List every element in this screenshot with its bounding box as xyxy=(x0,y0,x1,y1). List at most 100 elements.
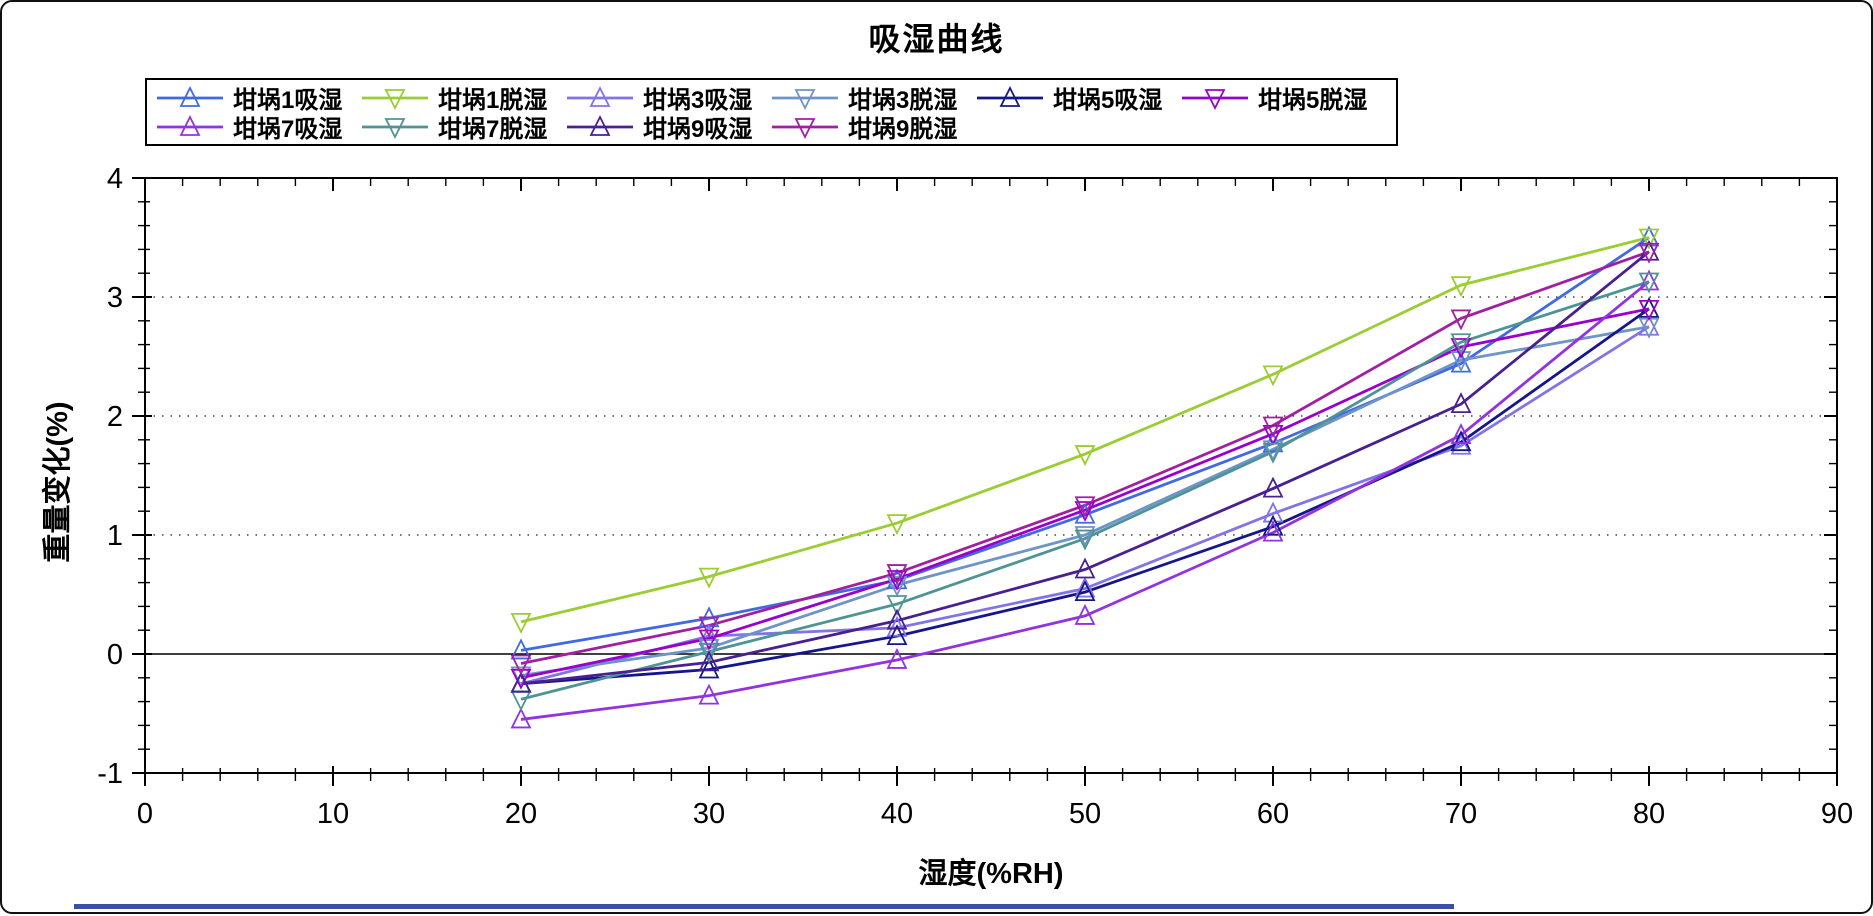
series-marker-crucible-9-desorb xyxy=(886,564,908,586)
series-marker-crucible-1-absorb xyxy=(1262,431,1284,453)
legend: 坩埚1吸湿 坩埚1脱湿 坩埚3吸湿 坩埚3脱湿 坩埚5吸湿 坩埚5脱湿坩埚7吸湿 坩埚7脱湿… xyxy=(145,78,1398,146)
series-marker-crucible-9-desorb xyxy=(1638,242,1660,264)
x-tick-label: 40 xyxy=(881,798,913,830)
x-tick-label: 20 xyxy=(505,798,537,830)
series-marker-crucible-5-desorb xyxy=(1262,424,1284,446)
legend-marker-triangle-up-icon xyxy=(977,85,1043,107)
series-marker-crucible-5-absorb xyxy=(1262,514,1284,536)
series-marker-crucible-7-absorb xyxy=(1262,520,1284,542)
legend-label: 坩埚9吸湿 xyxy=(643,116,753,143)
series-marker-crucible-3-desorb xyxy=(1074,526,1096,548)
legend-marker-triangle-down-icon xyxy=(772,117,838,139)
y-tick-label: 3 xyxy=(107,282,123,314)
series-marker-crucible-5-desorb xyxy=(698,629,720,651)
y-axis-title: 重量变化(%) xyxy=(42,401,74,563)
series-marker-crucible-5-desorb xyxy=(886,570,908,592)
legend-item-crucible-7-desorb[interactable]: 坩埚7脱湿 xyxy=(360,109,565,144)
legend-item-crucible-1-desorb[interactable]: 坩埚1脱湿 xyxy=(360,80,565,115)
series-marker-crucible-7-desorb xyxy=(1262,442,1284,464)
series-marker-crucible-1-desorb xyxy=(1074,445,1096,467)
legend-row: 坩埚1吸湿 坩埚1脱湿 坩埚3吸湿 坩埚3脱湿 坩埚5吸湿 坩埚5脱湿 xyxy=(155,80,1388,115)
series-line-crucible-9-desorb xyxy=(520,250,1650,665)
series-marker-crucible-3-absorb xyxy=(1074,576,1096,598)
series-marker-crucible-5-desorb xyxy=(1074,501,1096,523)
series-marker-crucible-3-desorb xyxy=(886,576,908,597)
series-marker-crucible-3-desorb xyxy=(1262,440,1284,462)
x-tick-label: 90 xyxy=(1821,798,1853,830)
legend-marker-triangle-up-icon xyxy=(157,85,223,107)
series-line-crucible-5-absorb xyxy=(520,307,1650,686)
series-marker-crucible-7-absorb xyxy=(886,647,908,669)
series-marker-crucible-9-absorb xyxy=(1450,392,1472,413)
series-marker-crucible-9-absorb xyxy=(1262,476,1284,498)
x-tick-label: 0 xyxy=(137,798,153,830)
series-marker-crucible-7-absorb xyxy=(1074,603,1096,625)
legend-item-crucible-1-absorb[interactable]: 坩埚1吸湿 xyxy=(155,80,360,115)
y-tick-label: 4 xyxy=(107,163,123,195)
series-marker-crucible-5-desorb xyxy=(510,668,532,690)
legend-item-crucible-7-absorb[interactable]: 坩埚7吸湿 xyxy=(155,109,360,144)
series-line-crucible-1-desorb xyxy=(520,236,1650,624)
series-marker-crucible-1-desorb xyxy=(886,514,908,536)
legend-item-crucible-5-desorb[interactable]: 坩埚5脱湿 xyxy=(1180,80,1385,115)
series-marker-crucible-7-desorb xyxy=(1074,529,1096,551)
x-tick-label: 50 xyxy=(1069,798,1101,830)
x-tick-label: 10 xyxy=(317,798,349,830)
series-marker-crucible-3-absorb xyxy=(1450,433,1472,455)
legend-label: 坩埚5吸湿 xyxy=(1053,87,1163,114)
series-marker-crucible-9-desorb xyxy=(510,654,532,676)
legend-label: 坩埚7脱湿 xyxy=(438,116,548,143)
legend-marker-triangle-up-icon xyxy=(567,114,633,136)
x-axis-title: 湿度(%RH) xyxy=(918,858,1064,890)
series-marker-crucible-1-desorb xyxy=(1450,276,1472,298)
series-marker-crucible-1-absorb xyxy=(1074,502,1096,524)
series-line-crucible-9-absorb xyxy=(520,250,1650,686)
legend-label: 坩埚9脱湿 xyxy=(848,116,958,143)
series-marker-crucible-1-desorb xyxy=(698,567,720,589)
series-marker-crucible-9-absorb xyxy=(698,650,720,672)
x-tick-label: 60 xyxy=(1257,798,1289,830)
x-tick-label: 80 xyxy=(1633,798,1665,830)
legend-marker-triangle-down-icon xyxy=(1182,88,1248,110)
legend-label: 坩埚1脱湿 xyxy=(438,87,548,114)
x-tick-label: 70 xyxy=(1445,798,1477,830)
chart-title[interactable]: 吸湿曲线 xyxy=(868,21,1005,57)
y-tick-label: 2 xyxy=(107,401,123,433)
series-marker-crucible-5-absorb xyxy=(1450,430,1472,452)
series-marker-crucible-5-absorb xyxy=(1074,580,1096,602)
series-marker-crucible-7-absorb xyxy=(1450,423,1472,444)
series-line-crucible-5-desorb xyxy=(520,307,1650,680)
x-tick-label: 30 xyxy=(693,798,725,830)
series-marker-crucible-7-absorb xyxy=(510,707,532,729)
series-marker-crucible-9-desorb xyxy=(1074,496,1096,518)
legend-marker-triangle-up-icon xyxy=(157,114,223,136)
legend-item-crucible-3-desorb[interactable]: 坩埚3脱湿 xyxy=(770,80,975,115)
series-marker-crucible-9-desorb xyxy=(1262,416,1284,438)
series-marker-crucible-7-desorb xyxy=(1638,272,1660,294)
series-marker-crucible-1-desorb xyxy=(1262,365,1284,387)
legend-row: 坩埚7吸湿 坩埚7脱湿 坩埚9吸湿 坩埚9脱湿 xyxy=(155,109,1388,144)
legend-item-crucible-9-absorb[interactable]: 坩埚9吸湿 xyxy=(565,109,770,144)
legend-item-crucible-5-absorb[interactable]: 坩埚5吸湿 xyxy=(975,80,1180,115)
series-marker-crucible-1-absorb xyxy=(510,638,532,660)
series-marker-crucible-3-absorb xyxy=(886,615,908,637)
legend-label: 坩埚7吸湿 xyxy=(233,116,343,143)
y-tick-label: 1 xyxy=(107,520,123,552)
legend-marker-triangle-down-icon xyxy=(362,88,428,110)
series-marker-crucible-9-desorb xyxy=(698,616,720,638)
series-marker-crucible-7-absorb xyxy=(698,683,720,705)
series-marker-crucible-1-desorb xyxy=(1638,228,1660,250)
legend-item-crucible-3-absorb[interactable]: 坩埚3吸湿 xyxy=(565,80,770,115)
y-tick-label: 0 xyxy=(107,639,123,671)
legend-label: 坩埚5脱湿 xyxy=(1258,87,1368,114)
series-marker-crucible-9-desorb xyxy=(1450,309,1472,331)
legend-item-crucible-9-desorb[interactable]: 坩埚9脱湿 xyxy=(770,109,975,144)
y-tick-label: -1 xyxy=(97,758,123,790)
series-marker-crucible-7-desorb xyxy=(510,690,532,712)
plot-border xyxy=(144,177,1838,774)
series-marker-crucible-9-absorb xyxy=(1074,557,1096,579)
series-marker-crucible-1-desorb xyxy=(510,612,532,634)
legend-label: 坩埚1吸湿 xyxy=(233,87,343,114)
